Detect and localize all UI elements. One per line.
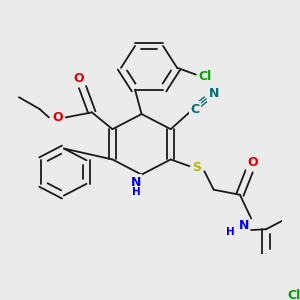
Text: C: C	[190, 103, 200, 116]
Text: O: O	[74, 72, 84, 85]
Text: Cl: Cl	[199, 70, 212, 83]
Text: N: N	[131, 176, 141, 189]
Text: H: H	[226, 227, 235, 237]
Text: O: O	[248, 156, 258, 169]
Text: N: N	[208, 87, 219, 101]
Text: H: H	[132, 187, 140, 197]
Text: N: N	[238, 218, 249, 232]
Text: O: O	[52, 111, 63, 124]
Text: Cl: Cl	[287, 289, 300, 300]
Text: S: S	[192, 161, 201, 174]
